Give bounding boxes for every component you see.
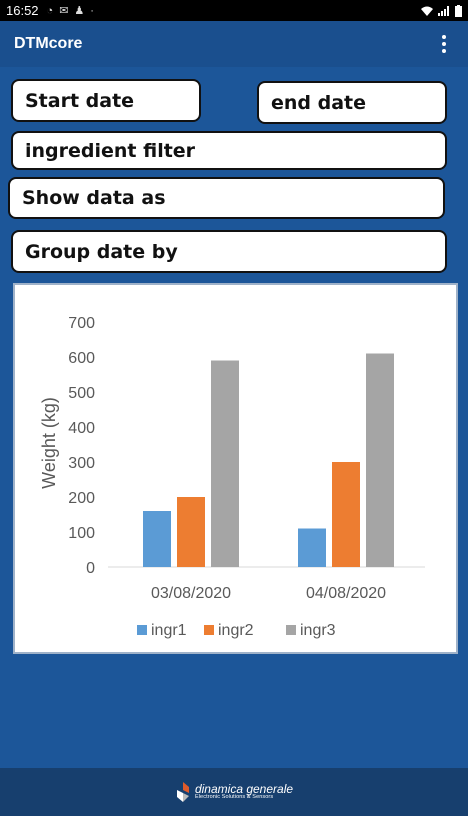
battery-icon [455, 4, 462, 17]
brand-logo-icon [176, 782, 189, 802]
ingredient-filter-field[interactable]: ingredient filter [11, 131, 447, 170]
overflow-menu-icon[interactable] [434, 29, 454, 59]
bar-ingr2 [332, 462, 360, 567]
group-date-by-field[interactable]: Group date by [11, 230, 447, 273]
person-icon: ♟ [74, 5, 85, 17]
chart-card: 0 100 200 300 400 500 600 700 Weight (kg) 03/08/2… [13, 283, 458, 654]
bar-ingr3 [366, 353, 394, 567]
footer: dinamica generale Electronic Solutions &… [0, 768, 468, 816]
show-data-as-field[interactable]: Show data as [8, 177, 445, 219]
legend-label-ingr2: ingr2 [218, 622, 254, 639]
bar-ingr3 [211, 360, 239, 567]
end-date-field[interactable]: end date [257, 81, 447, 124]
bar-ingr2 [177, 497, 205, 567]
y-axis-title: Weight (kg) [39, 397, 59, 489]
start-date-field[interactable]: Start date [11, 79, 201, 122]
x-tick-label: 03/08/2020 [151, 585, 231, 602]
legend-swatch-ingr2 [204, 625, 214, 635]
brand-name: dinamica generale [194, 782, 294, 797]
app-bar: DTMcore [0, 21, 468, 67]
y-tick-label: 100 [68, 525, 95, 542]
bar-ingr1 [298, 528, 326, 567]
notification-icon: ◔ [46, 4, 54, 17]
weight-bar-chart: 0 100 200 300 400 500 600 700 Weight (kg) 03/08/2… [39, 315, 425, 639]
brand-logo: dinamica generale Electronic Solutions &… [175, 781, 293, 803]
y-tick-label: 500 [68, 385, 95, 402]
legend-label-ingr1: ingr1 [151, 622, 187, 639]
y-tick-label: 0 [86, 560, 95, 577]
bar-ingr1 [143, 511, 171, 567]
brand-tagline: Electronic Solutions & Sensors [194, 794, 274, 801]
signal-icon [438, 5, 449, 16]
x-tick-label: 04/08/2020 [306, 585, 386, 602]
status-bar: 16:52 ◔ ✉ ♟ · [0, 0, 468, 21]
y-tick-label: 700 [68, 315, 95, 332]
status-time: 16:52 [6, 3, 39, 18]
mail-icon: ✉ [59, 5, 69, 17]
legend-label-ingr3: ingr3 [300, 622, 336, 639]
wifi-icon [421, 6, 433, 16]
app-title: DTMcore [14, 35, 83, 52]
legend-swatch-ingr1 [137, 625, 147, 635]
y-tick-label: 600 [68, 350, 95, 367]
y-tick-label: 200 [68, 490, 95, 507]
legend-swatch-ingr3 [286, 625, 296, 635]
dot-icon: · [90, 4, 94, 17]
y-tick-label: 300 [68, 455, 95, 472]
y-tick-label: 400 [68, 420, 95, 437]
